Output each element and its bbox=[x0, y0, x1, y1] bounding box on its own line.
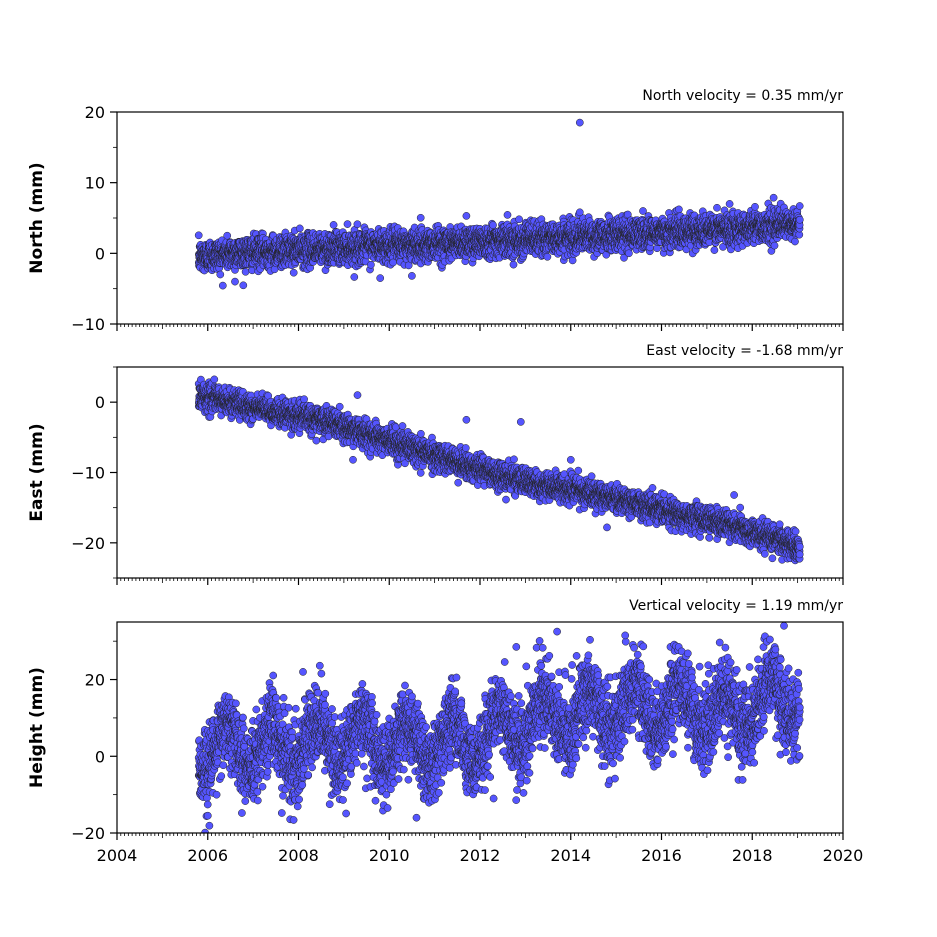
data-point bbox=[543, 252, 552, 261]
outlier-point bbox=[575, 118, 584, 127]
data-point bbox=[329, 221, 338, 229]
data-point bbox=[515, 215, 523, 224]
data-point bbox=[295, 224, 304, 233]
data-point bbox=[239, 281, 248, 290]
data-point bbox=[568, 256, 577, 265]
data-point bbox=[194, 231, 203, 240]
outlier-point bbox=[376, 274, 385, 282]
scatter-points bbox=[194, 118, 804, 290]
data-point bbox=[216, 270, 225, 279]
data-point bbox=[367, 260, 375, 269]
data-point bbox=[710, 246, 719, 254]
data-point bbox=[241, 267, 250, 276]
data-point bbox=[675, 205, 683, 214]
data-point bbox=[223, 231, 232, 240]
outlier-point bbox=[462, 212, 471, 220]
x-ticks bbox=[116, 324, 844, 331]
data-point bbox=[795, 215, 804, 224]
data-point bbox=[769, 193, 778, 202]
outlier-point bbox=[725, 200, 734, 208]
data-point bbox=[416, 213, 425, 222]
data-point bbox=[751, 202, 759, 211]
outlier-point bbox=[231, 277, 239, 286]
data-point bbox=[625, 249, 633, 258]
outlier-point bbox=[575, 208, 584, 217]
data-point bbox=[713, 203, 721, 212]
data-point bbox=[509, 260, 518, 269]
data-point bbox=[353, 220, 362, 229]
data-point bbox=[489, 221, 497, 229]
data-point bbox=[289, 268, 298, 277]
outlier-point bbox=[408, 272, 416, 280]
data-point bbox=[770, 241, 779, 250]
data-point bbox=[791, 237, 799, 246]
data-point bbox=[503, 211, 512, 219]
data-point bbox=[218, 281, 227, 290]
data-point bbox=[343, 220, 352, 228]
data-point bbox=[350, 273, 359, 281]
data-point bbox=[795, 202, 804, 210]
